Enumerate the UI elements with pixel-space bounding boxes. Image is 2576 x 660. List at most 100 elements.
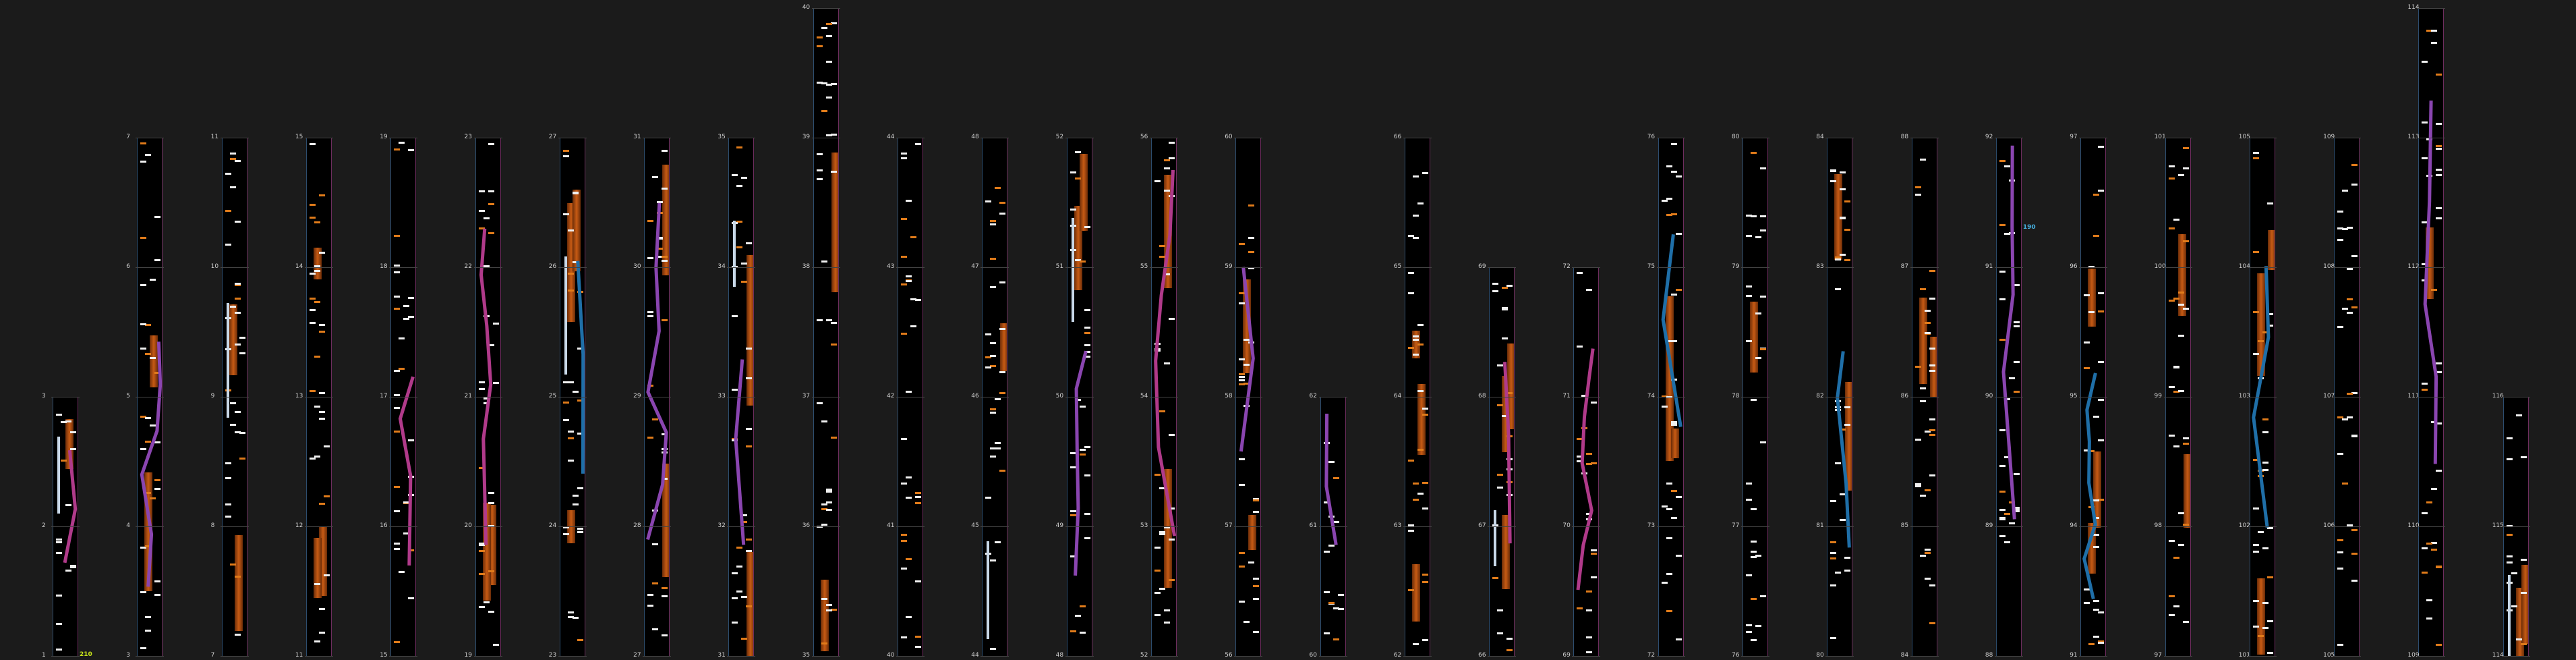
- note: [746, 550, 753, 553]
- note: [1924, 548, 1931, 551]
- note: [1835, 287, 1842, 290]
- note: [1502, 308, 1509, 311]
- scratch-note: [2168, 177, 2175, 180]
- measure-number: 56: [1140, 134, 1148, 140]
- note: [2252, 507, 2259, 510]
- note: [1670, 423, 1677, 426]
- scratch-note: [562, 402, 569, 404]
- note: [2003, 541, 2010, 544]
- measure-divider: [2333, 267, 2362, 268]
- long-note: [1243, 279, 1252, 374]
- scratch-note: [901, 534, 907, 537]
- note: [1760, 595, 1766, 597]
- note: [399, 337, 405, 339]
- note: [567, 611, 574, 613]
- long-note: [1079, 154, 1088, 231]
- note: [56, 622, 62, 625]
- note: [985, 200, 992, 203]
- note: [1919, 495, 1926, 497]
- scratch-note: [478, 466, 485, 469]
- long-note: [747, 255, 754, 359]
- note: [1661, 405, 1668, 408]
- measure-number: 52: [1055, 134, 1064, 140]
- scratch-note: [1924, 552, 1931, 555]
- note: [2436, 147, 2442, 150]
- scratch-note: [1333, 638, 1339, 640]
- long-note: [1507, 343, 1515, 429]
- note: [478, 544, 485, 547]
- measure-divider: [1656, 656, 1685, 657]
- measure-number: 49: [1055, 522, 1064, 529]
- measure-number: 83: [1816, 263, 1824, 270]
- note: [1407, 524, 1414, 527]
- measure-divider: [643, 526, 672, 527]
- slide-line-overlay: [1324, 413, 1338, 545]
- scratch-note: [1670, 213, 1677, 215]
- measure-number: 105: [2238, 134, 2250, 140]
- note: [154, 593, 161, 596]
- scratch-note: [2177, 291, 2184, 294]
- measure-divider: [1488, 656, 1517, 657]
- note: [2168, 165, 2175, 167]
- slide-line: [1239, 267, 1256, 452]
- note: [562, 526, 569, 529]
- scratch-note: [662, 319, 668, 322]
- scratch-note: [394, 430, 401, 433]
- measure-number: 115: [2492, 522, 2504, 529]
- measure-number: 55: [1140, 263, 1148, 270]
- note: [2093, 416, 2100, 418]
- note: [2262, 468, 2268, 471]
- measure-number: 111: [2407, 393, 2420, 400]
- measure-number: 95: [2070, 393, 2078, 400]
- measure-number: 47: [971, 263, 979, 270]
- measure-divider: [2501, 656, 2530, 657]
- note: [816, 319, 823, 321]
- measure-number: 62: [1393, 652, 1402, 659]
- note: [239, 337, 245, 339]
- measure-divider: [304, 267, 333, 268]
- note: [1760, 441, 1766, 443]
- measure-number: 24: [548, 522, 557, 529]
- measure-number: 7: [210, 652, 215, 659]
- slide-line-overlay: [734, 359, 746, 545]
- note: [821, 82, 827, 84]
- note: [2008, 377, 2015, 380]
- measure-divider: [2417, 656, 2446, 657]
- scratch-note: [1239, 566, 1246, 568]
- note: [2337, 238, 2344, 241]
- note: [746, 427, 753, 430]
- note: [2337, 551, 2344, 553]
- note: [1337, 608, 1344, 611]
- scratch-note: [488, 231, 494, 234]
- note: [1502, 414, 1509, 417]
- note: [1168, 433, 1175, 436]
- slide-line: [2424, 100, 2438, 464]
- note: [1506, 285, 1513, 287]
- note: [1412, 215, 1419, 217]
- note: [1168, 538, 1175, 541]
- note: [150, 356, 156, 359]
- measure-number: 113: [2407, 134, 2420, 140]
- hold-pillar: [1071, 217, 1074, 323]
- measure-number: 80: [1732, 134, 1740, 140]
- note: [901, 157, 907, 159]
- note: [2013, 361, 2020, 364]
- measure-number: 76: [1732, 652, 1740, 659]
- scratch-note: [145, 545, 152, 547]
- note: [825, 491, 832, 493]
- note: [1760, 215, 1766, 218]
- note: [816, 177, 823, 180]
- scratch-note: [2168, 227, 2175, 229]
- scratch-note: [2168, 595, 2175, 598]
- note: [1830, 169, 1837, 172]
- scratch-note: [154, 372, 161, 375]
- note: [821, 260, 827, 263]
- note: [1070, 209, 1076, 211]
- scratch-note: [488, 570, 494, 573]
- note: [1666, 508, 1672, 511]
- scratch-note: [825, 22, 832, 25]
- note: [2098, 439, 2105, 441]
- note: [309, 273, 316, 275]
- scratch-note: [399, 367, 405, 370]
- measure-number: 82: [1816, 393, 1824, 400]
